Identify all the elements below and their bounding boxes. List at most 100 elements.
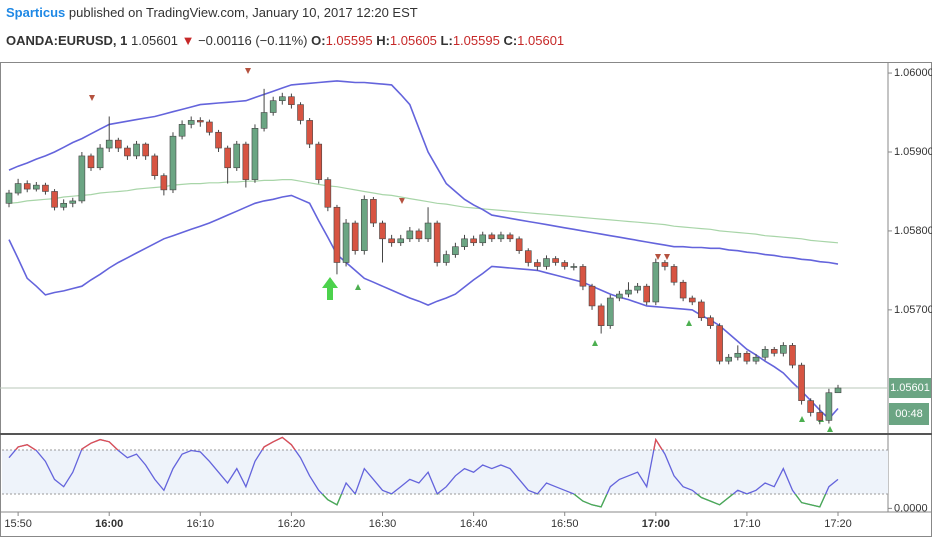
candle-body [288,96,295,105]
candle-body [470,238,477,244]
candle-body [233,143,241,169]
candle-body [5,192,13,204]
candle-body [834,387,842,394]
candle-body [761,349,769,358]
candle-body [807,400,814,413]
candle-body [278,96,286,101]
candle-body [634,285,641,291]
x-tick-label: 17:20 [824,518,852,530]
candle-body [670,266,678,283]
o-value: 1.05595 [326,33,373,48]
candle-body [698,301,705,319]
candle-body [297,104,304,121]
symbol-line: OANDA:EURUSD, 1 1.05601 ▼ −0.00116 (−0.1… [6,33,564,48]
indicator-line [8,194,839,420]
oscillator-low [321,494,827,508]
candle-body [415,230,423,240]
candle-body [616,293,623,299]
candle-body [133,143,140,157]
c-value: 1.05601 [517,33,564,48]
candle-body [269,100,277,113]
candle-body [206,121,213,133]
candle-body [124,147,131,157]
candle-body [543,258,550,267]
candle-body [488,234,496,240]
candle-body [160,175,168,191]
candle-body [42,184,49,192]
published: published on TradingView.com, January 10… [69,5,418,20]
candle-body [707,317,714,326]
candle-body [351,222,359,251]
candle-body [142,143,149,157]
candle-body [816,412,824,421]
candle-body [187,120,195,125]
y-tick-label: 1.05700 [894,304,932,316]
candle-body [388,238,395,244]
candle-body [96,147,104,169]
candle-body [260,112,268,129]
candle-body [315,143,323,180]
candle-body [661,262,669,267]
candle-body [251,128,259,180]
candle-body [197,120,204,123]
last-price-label: 1.05601 [890,382,930,394]
candle-body [360,199,368,251]
candle-body [515,238,523,251]
candle-body [442,254,450,263]
candle-body [752,356,760,362]
candle-body [424,222,432,240]
author[interactable]: Sparticus [6,5,65,20]
last-price-box [889,378,931,399]
candle-body [825,392,833,421]
x-tick-label: 16:40 [460,518,488,530]
y-tick-label: 1.05800 [894,225,932,237]
candle-body [570,266,578,268]
candle-body [324,179,332,208]
candle-body [151,155,159,176]
change: −0.00116 (−0.11%) [198,33,307,48]
candle-body [115,139,122,149]
candle-body [798,364,805,401]
y-tick-label: 1.06000 [894,67,932,79]
candle-body [433,222,441,263]
candle-body [461,238,468,248]
candle-body [716,325,723,362]
candle-body [78,155,86,202]
candle-body [379,222,386,240]
x-tick-label: 15:50 [4,518,32,530]
indicator-line [8,179,839,244]
candle-body [688,297,696,303]
candle-body [606,297,614,326]
candle-body [579,266,587,287]
candle-body [679,281,687,299]
last: 1.05601 [131,33,178,48]
candle-body [169,135,177,191]
candle-body [14,183,22,194]
x-tick-label: 17:00 [642,518,670,530]
candle-body [725,356,732,362]
candle-body [33,184,40,190]
countdown-box [889,403,929,425]
candle-body [561,262,569,267]
h-value: 1.05605 [390,33,437,48]
candle-body [51,191,58,208]
candle-body [333,206,341,263]
candle-body [242,143,250,180]
x-tick-label: 16:30 [369,518,397,530]
candle-body [506,234,514,240]
osc-tick-label: 0.0000 [894,502,928,514]
candle-body [552,258,559,263]
candle-body [69,200,77,204]
x-tick-label: 16:20 [278,518,306,530]
x-tick-label: 16:10 [187,518,215,530]
candle-body [734,352,742,358]
candle-body [789,345,796,366]
candle-body [452,246,459,255]
candle-body [406,230,414,240]
candle-body [770,349,778,354]
candle-body [534,262,541,267]
countdown: 00:48 [895,408,923,420]
h-label: H: [376,33,390,48]
candle-body [588,285,596,307]
